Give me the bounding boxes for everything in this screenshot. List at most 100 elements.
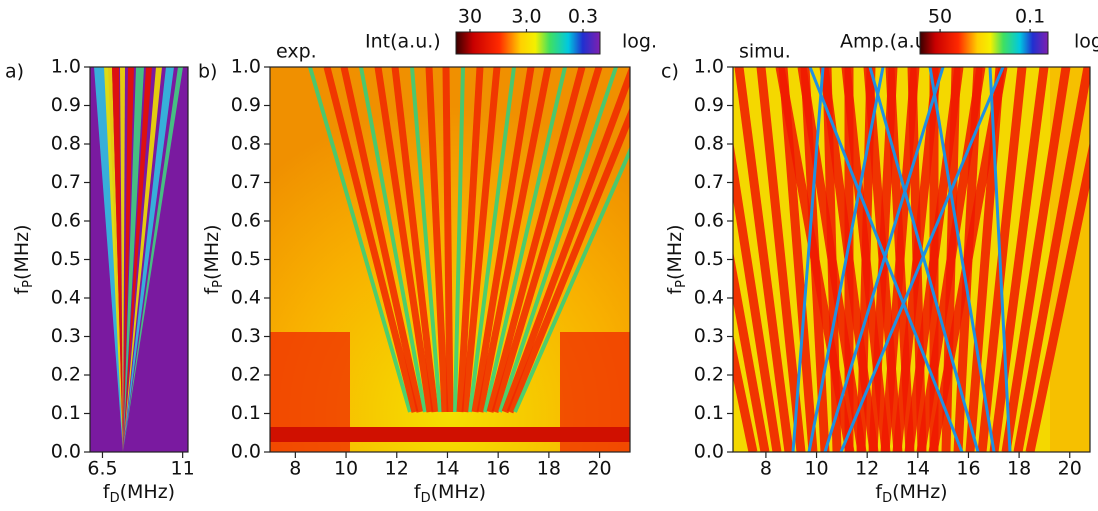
heatmap-node-line — [791, 67, 825, 452]
heatmap-fringe — [323, 67, 419, 413]
heatmap-fringe — [989, 67, 1049, 452]
label-sub: D — [110, 491, 120, 506]
heatmap-fringe — [442, 67, 454, 413]
heatmap-fringe — [819, 67, 879, 452]
y-tick-label: 1.0 — [231, 56, 261, 78]
heatmap-fringe — [1013, 67, 1090, 452]
x-tick-label: 14 — [906, 458, 930, 480]
y-axis-label: fP(MHz) — [664, 224, 689, 294]
label-sub: P — [21, 280, 36, 288]
heatmap-node-line — [868, 67, 980, 452]
heatmap-streak — [123, 67, 183, 452]
heatmap-fringe — [904, 67, 964, 452]
heatmap-fringe — [468, 67, 516, 413]
heatmap-fringe — [1025, 141, 1090, 452]
y-tick-label: 0.5 — [694, 248, 724, 270]
heatmap-fringe — [775, 67, 855, 452]
heatmap-fringe — [733, 333, 758, 452]
y-tick-label: 0.8 — [694, 133, 724, 155]
y-tick-label: 0.8 — [231, 133, 261, 155]
heatmap-fringe — [453, 67, 465, 413]
label-base: f — [414, 481, 422, 503]
colorbar-tick-label: 30 — [458, 6, 482, 28]
heatmap-fringe — [892, 67, 942, 452]
x-axis-label: fD(MHz) — [103, 481, 175, 506]
heatmap-fringe — [928, 67, 1008, 452]
heatmap-fringe — [476, 67, 552, 413]
y-tick-label: 0.5 — [231, 248, 261, 270]
label-unit: (MHz) — [11, 224, 33, 279]
heatmap-band — [270, 427, 630, 442]
x-tick-label: 20 — [1058, 458, 1082, 480]
heatmap-fringe — [501, 67, 630, 414]
y-tick-label: 0.9 — [51, 94, 81, 116]
heatmap-fringe — [359, 67, 427, 413]
colorbar-tick-label: 0.3 — [568, 6, 598, 28]
y-tick-label: 0.2 — [694, 364, 724, 386]
y-tick-label: 0.9 — [231, 94, 261, 116]
x-tick-label: 10 — [334, 458, 358, 480]
y-axis-label: fP(MHz) — [11, 224, 36, 294]
y-tick-label: 0.1 — [694, 402, 724, 424]
heatmap-image — [270, 67, 630, 452]
heatmap-node-line — [839, 67, 1005, 452]
heatmap-fringe — [456, 67, 484, 413]
colorbar-scale: log. — [1074, 31, 1098, 53]
heatmap-fringe — [491, 67, 603, 414]
colorbar-scale: log. — [622, 31, 657, 53]
heatmap-streak — [112, 67, 123, 452]
heatmap-fringe — [340, 67, 424, 413]
label-sub: P — [211, 280, 226, 288]
y-tick-label: 0.4 — [231, 287, 261, 309]
x-tick-label: 18 — [537, 458, 561, 480]
y-tick-label: 0.6 — [694, 210, 724, 232]
y-tick-label: 0.3 — [694, 325, 724, 347]
y-tick-label: 0.2 — [231, 364, 261, 386]
label-unit: (MHz) — [431, 481, 486, 503]
x-tick-label: 8 — [289, 458, 301, 480]
heatmap-fringe — [425, 67, 449, 413]
heatmap-fringe — [977, 67, 1027, 452]
y-tick-label: 1.0 — [51, 56, 81, 78]
label-sub: D — [882, 491, 892, 506]
colorbar-tick-label: 0.1 — [1015, 6, 1045, 28]
y-axis-label: fP(MHz) — [201, 224, 226, 294]
heatmap-fringe — [916, 67, 986, 452]
y-tick-label: 0.8 — [51, 133, 81, 155]
y-tick-label: 0.0 — [694, 441, 724, 463]
colorbar — [455, 31, 601, 55]
label-unit: (MHz) — [664, 224, 686, 279]
x-tick-label: 16 — [486, 458, 510, 480]
heatmap-node-line — [988, 67, 1012, 452]
y-tick-label: 0.4 — [694, 287, 724, 309]
label-sub: P — [674, 280, 689, 288]
heatmap-node-line — [808, 67, 964, 452]
heatmap-fringe — [471, 67, 535, 413]
colorbar-tick-label: 50 — [928, 6, 952, 28]
label-base: f — [875, 481, 883, 503]
label-sub: D — [421, 491, 431, 506]
y-tick-label: 0.5 — [51, 248, 81, 270]
panel-label: a) — [5, 61, 24, 83]
panel-title: exp. — [276, 41, 317, 63]
colorbar-label: Amp.(a.u.) — [840, 31, 940, 53]
x-tick-label: 12 — [385, 458, 409, 480]
label-unit: (MHz) — [120, 481, 175, 503]
heatmap-fringe — [797, 67, 867, 452]
heatmap-fringe — [734, 67, 794, 452]
panel-title: simu. — [739, 41, 791, 63]
heatmap-fringe — [733, 250, 770, 452]
y-tick-label: 1.0 — [694, 56, 724, 78]
y-tick-label: 0.3 — [231, 325, 261, 347]
y-tick-label: 0.6 — [231, 210, 261, 232]
label-unit: (MHz) — [892, 481, 947, 503]
heatmap-image — [733, 67, 1090, 452]
x-tick-label: 11 — [171, 458, 195, 480]
heatmap-streak — [104, 67, 123, 452]
x-tick-label: 10 — [804, 458, 828, 480]
heatmap-node-line — [928, 67, 996, 452]
heatmap-fringe — [308, 67, 412, 413]
heatmap-fringe — [498, 67, 618, 413]
x-tick-label: 20 — [587, 458, 611, 480]
